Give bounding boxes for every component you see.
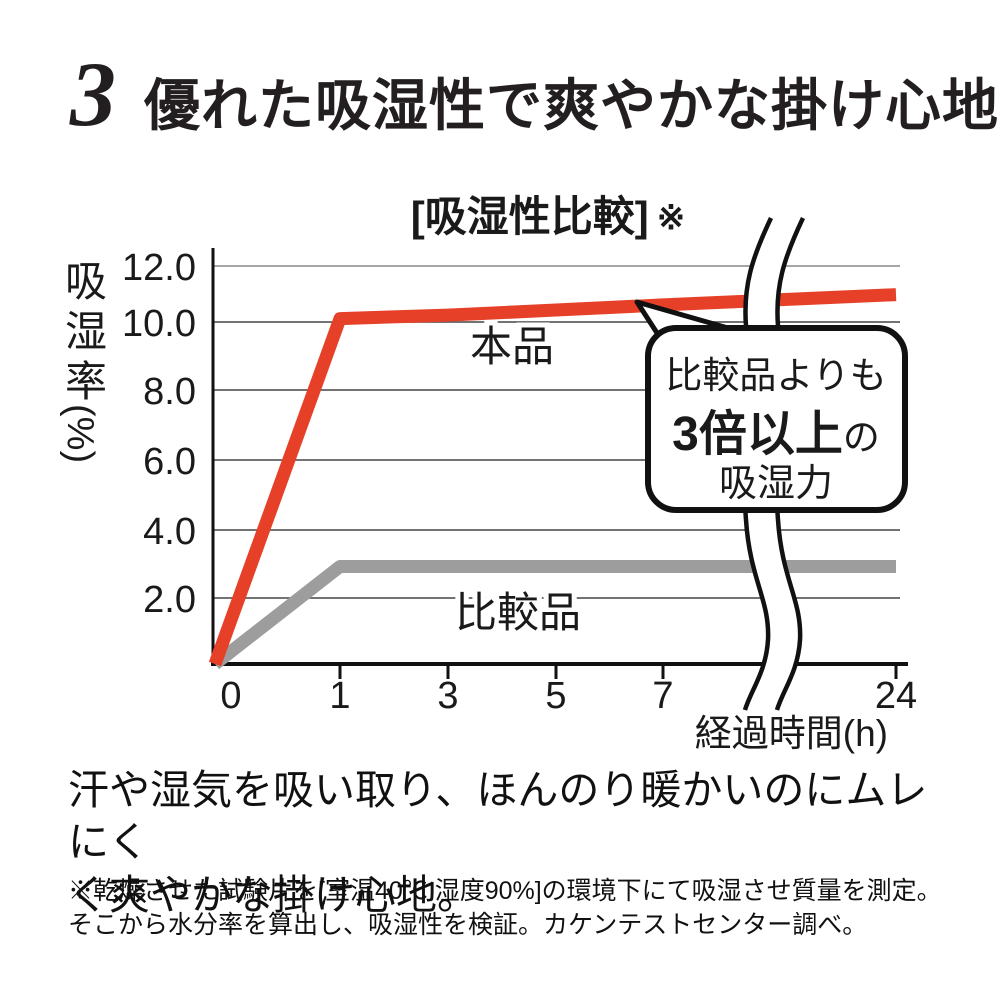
comparison-line-label: 比較品 (455, 589, 581, 636)
callout-line1: 比較品よりも (665, 355, 886, 396)
x-tick-label-0: 0 (220, 675, 241, 717)
y-tick-label-10.0: 10.0 (122, 303, 196, 345)
body-copy: 汗や湿気を吸い取り、ほんのり暖かいのにムレにく く爽やかな掛け心地。 (68, 764, 948, 921)
product-line-label: 本品 (470, 323, 554, 370)
footnote: ※乾燥させた試験片を[室温40℃ 湿度90%]の環境下にて吸湿させ質量を測定。 … (68, 874, 958, 942)
x-axis-title: 経過時間(h) (695, 713, 888, 754)
x-tick-label-1: 1 (329, 675, 350, 717)
y-tick-label-6.0: 6.0 (143, 441, 196, 483)
callout-line2: 3倍以上の (672, 408, 880, 461)
footnote-line1: ※乾燥させた試験片を[室温40℃ 湿度90%]の環境下にて吸湿させ質量を測定。 (68, 877, 942, 905)
body-copy-line1: 汗や湿気を吸い取り、ほんのり暖かいのにムレにく (68, 767, 928, 866)
y-tick-label-2.0: 2.0 (143, 579, 196, 621)
x-tick-label-24: 24 (875, 675, 917, 717)
section-number: 3 (70, 43, 116, 145)
y-axis-label-unit: (%) (59, 404, 101, 463)
y-axis-label-char: 率 (65, 358, 107, 405)
callout-box (645, 325, 908, 513)
body-copy-line2: く爽やかな掛け心地。 (68, 871, 478, 918)
y-tick-label-12.0: 12.0 (122, 247, 196, 289)
x-axis-ticks: 0 1 3 5 7 24 (220, 664, 917, 717)
callout-bubble: 比較品よりも 3倍以上の 吸湿力 (634, 299, 908, 513)
product-line (208, 288, 897, 667)
footnote-line2: そこから水分率を算出し、吸湿性を検証。カケンテストセンター調べ。 (68, 911, 868, 939)
section-header: 3 優れた吸湿性で爽やかな掛け心地 (70, 43, 998, 145)
comparison-product-line (211, 560, 896, 670)
y-axis-label: 吸湿率(%) (59, 258, 107, 463)
y-tick-label-8.0: 8.0 (143, 371, 196, 413)
chart-title: [吸湿性比較] ※ (411, 193, 685, 240)
y-tick-label-4.0: 4.0 (143, 511, 196, 553)
x-tick-label-5: 5 (545, 675, 566, 717)
x-tick-label-7: 7 (652, 675, 673, 717)
y-axis-label-char: 湿 (65, 308, 107, 355)
callout-line3: 吸湿力 (719, 463, 833, 505)
gridlines: 2.0 4.0 6.0 8.0 10.0 12.0 (122, 247, 900, 621)
x-tick-label-3: 3 (437, 675, 458, 717)
page-title: 優れた吸湿性で爽やかな掛け心地 (144, 76, 999, 138)
reference-mark: ※ (657, 199, 686, 237)
y-axis-label-char: 吸 (65, 258, 107, 305)
